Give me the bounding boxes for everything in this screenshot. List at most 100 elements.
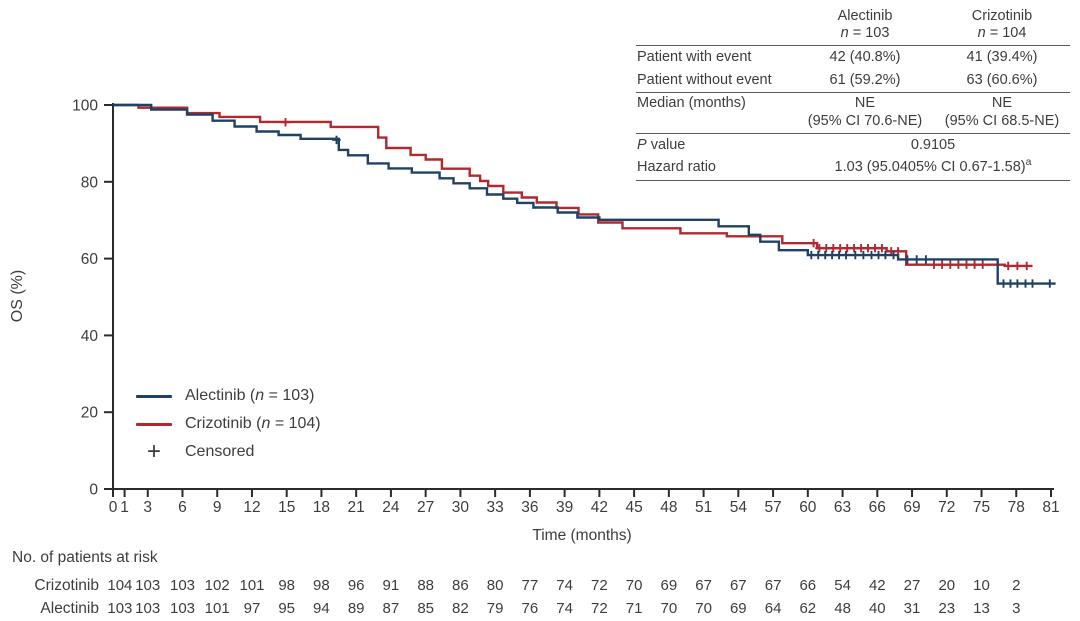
- risk-row-label-alectinib: Alectinib: [40, 600, 99, 617]
- risk-value: 74: [556, 577, 573, 594]
- risk-value: 85: [417, 600, 435, 617]
- x-tick-label: 0: [109, 499, 118, 516]
- risk-value: 77: [521, 577, 539, 594]
- risk-value: 70: [695, 600, 712, 617]
- summary-row-event: Patient with event 42 (40.8%) 41 (39.4%): [636, 46, 1070, 69]
- risk-value: 97: [243, 600, 261, 617]
- risk-value: 70: [660, 600, 678, 617]
- x-tick-label: 45: [625, 499, 642, 516]
- summary-label: Median (months): [636, 92, 796, 135]
- summary-value: 61 (59.2%): [796, 69, 934, 93]
- summary-header-empty: [636, 5, 796, 47]
- alectinib-censor-marks: [332, 135, 1054, 288]
- risk-value: 13: [973, 600, 990, 617]
- x-tick-label: 33: [487, 499, 504, 516]
- risk-value: 27: [903, 577, 921, 594]
- x-tick-label: 21: [348, 499, 365, 516]
- y-tick-label: 60: [81, 251, 99, 268]
- x-tick-label: 30: [452, 499, 470, 516]
- risk-value: 94: [313, 600, 330, 617]
- x-tick-label: 27: [417, 499, 434, 516]
- risk-value: 104: [107, 577, 133, 594]
- risk-value: 74: [556, 600, 573, 617]
- risk-value: 3: [1012, 600, 1021, 617]
- x-tick-label: 60: [799, 499, 817, 516]
- legend-item-censored: + Censored: [136, 438, 321, 466]
- footnote-marker: a: [1025, 156, 1032, 169]
- summary-header-crizotinib: Crizotinib n = 104: [934, 5, 1070, 47]
- x-tick-label: 39: [556, 499, 573, 516]
- y-axis-title: OS (%): [9, 270, 26, 322]
- x-tick-label: 9: [213, 499, 222, 516]
- risk-value: 103: [107, 600, 133, 617]
- risk-value: 2: [1012, 577, 1021, 594]
- x-tick-label: 24: [382, 499, 400, 516]
- risk-value: 103: [169, 577, 196, 594]
- risk-value: 102: [204, 577, 230, 594]
- x-tick-label: 12: [243, 499, 260, 516]
- x-tick-label: 75: [973, 499, 990, 516]
- x-tick-label: 18: [313, 499, 330, 516]
- risk-value: 69: [660, 577, 678, 594]
- risk-value: 10: [973, 577, 990, 594]
- risk-value: 80: [486, 577, 504, 594]
- risk-value: 86: [452, 577, 469, 594]
- y-tick-label: 20: [81, 405, 99, 422]
- risk-row-label-crizotinib: Crizotinib: [34, 577, 99, 594]
- summary-label: Patient with event: [637, 48, 752, 65]
- risk-value: 103: [135, 600, 161, 617]
- x-tick-label: 6: [178, 499, 187, 516]
- x-tick-label: 3: [143, 499, 152, 516]
- censor-marks: [281, 118, 1054, 288]
- x-tick-label: 72: [938, 499, 955, 516]
- risk-value: 72: [591, 577, 608, 594]
- x-tick-label: 57: [764, 499, 781, 516]
- summary-label: P value: [637, 136, 686, 153]
- summary-row-hazard: Hazard ratio 1.03 (95.0405% CI 0.67-1.58…: [636, 156, 1070, 181]
- summary-value: 1.03 (95.0405% CI 0.67-1.58)a: [796, 156, 1070, 181]
- x-tick-label: 54: [730, 499, 748, 516]
- risk-value: 87: [382, 600, 400, 617]
- legend-label-crizotinib: Crizotinib (n = 104): [185, 415, 321, 432]
- risk-value: 54: [834, 577, 851, 594]
- risk-value: 23: [938, 600, 956, 617]
- risk-value: 40: [868, 600, 886, 617]
- legend-item-alectinib: Alectinib (n = 103): [136, 382, 321, 410]
- risk-value: 67: [695, 577, 712, 594]
- risk-value: 91: [382, 577, 400, 594]
- risk-value: 95: [278, 600, 296, 617]
- risk-value: 101: [239, 577, 265, 594]
- risk-value: 96: [347, 577, 365, 594]
- risk-value: 82: [452, 600, 469, 617]
- risk-value: 31: [903, 600, 921, 617]
- risk-value: 70: [625, 577, 643, 594]
- summary-row-median: Median (months) NE (95% CI 70.6-NE) NE (95…: [636, 92, 1070, 135]
- censored-plus-icon: +: [146, 438, 161, 465]
- y-axis-ticks: 0 20 40 60 80 100: [72, 98, 113, 499]
- risk-value: 89: [347, 600, 365, 617]
- x-tick-label: 81: [1042, 499, 1059, 516]
- crizotinib-censor-marks: [281, 118, 1031, 271]
- risk-value: 64: [764, 600, 782, 617]
- summary-header-alectinib: Alectinib n = 103: [796, 5, 934, 47]
- x-tick-label: 69: [903, 499, 920, 516]
- summary-table: Alectinib n = 103 Crizotinib n = 104 Patie…: [636, 5, 1070, 181]
- risk-value: 103: [135, 577, 161, 594]
- risk-value: 69: [729, 600, 747, 617]
- risk-value: 101: [204, 600, 230, 617]
- x-tick-label: 63: [834, 499, 851, 516]
- x-tick-label: 1: [120, 499, 129, 516]
- crizotinib-line-swatch: [136, 422, 172, 426]
- summary-row-no-event: Patient without event 61 (59.2%) 63 (60.…: [636, 69, 1070, 93]
- risk-value: 42: [868, 577, 886, 594]
- summary-label: Patient without event: [636, 69, 796, 93]
- summary-row-pvalue: P value 0.9105: [636, 134, 1070, 157]
- survival-curves: [113, 103, 1056, 285]
- risk-value: 48: [834, 600, 851, 617]
- chart-legend: Alectinib (n = 103) Crizotinib (n = 104)…: [136, 382, 321, 466]
- x-tick-label: 48: [660, 499, 677, 516]
- risk-value: 76: [521, 600, 539, 617]
- risk-value: 88: [417, 577, 435, 594]
